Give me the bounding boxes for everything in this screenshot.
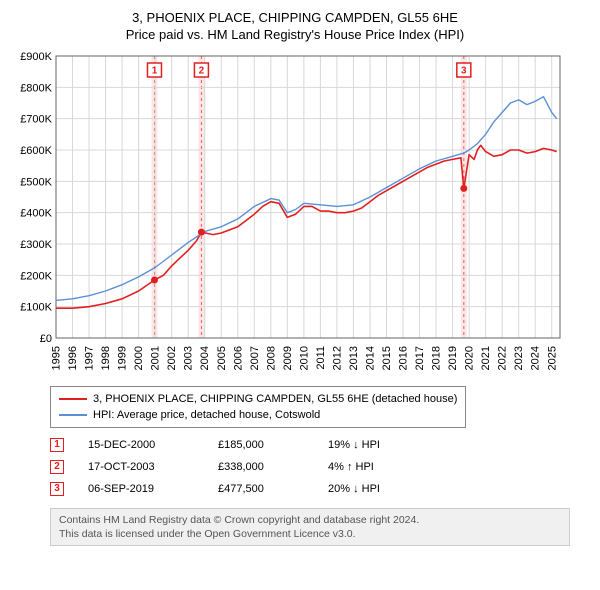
- svg-text:2012: 2012: [331, 346, 343, 370]
- svg-text:2001: 2001: [150, 346, 162, 370]
- chart-container: £0 £100K £200K £300K £400K £500K £600K £700K £80…: [10, 50, 580, 380]
- chart-title-block: 3, PHOENIX PLACE, CHIPPING CAMPDEN, GL55…: [10, 10, 580, 42]
- event-date: 17-OCT-2003: [88, 456, 218, 478]
- svg-text:£600K: £600K: [20, 145, 52, 157]
- svg-text:1998: 1998: [100, 346, 112, 370]
- legend-item: 3, PHOENIX PLACE, CHIPPING CAMPDEN, GL55…: [59, 391, 457, 407]
- event-marker-icon: 2: [50, 460, 64, 474]
- svg-text:2007: 2007: [249, 346, 261, 370]
- svg-text:2015: 2015: [381, 346, 393, 370]
- svg-text:2011: 2011: [315, 346, 327, 370]
- svg-text:2008: 2008: [265, 346, 277, 370]
- legend-item: HPI: Average price, detached house, Cots…: [59, 407, 457, 423]
- event-price: £338,000: [218, 456, 328, 478]
- svg-text:£900K: £900K: [20, 51, 52, 63]
- svg-text:2019: 2019: [447, 346, 459, 370]
- attribution-line: This data is licensed under the Open Gov…: [59, 527, 561, 541]
- svg-text:2025: 2025: [546, 346, 558, 370]
- svg-text:2010: 2010: [298, 346, 310, 370]
- svg-text:2023: 2023: [513, 346, 525, 370]
- legend-swatch: [59, 414, 87, 416]
- legend-label: 3, PHOENIX PLACE, CHIPPING CAMPDEN, GL55…: [93, 391, 457, 407]
- svg-text:£0: £0: [40, 333, 52, 345]
- svg-text:£200K: £200K: [20, 270, 52, 282]
- svg-text:2003: 2003: [183, 346, 195, 370]
- event-diff: 19% ↓ HPI: [328, 434, 428, 456]
- line-chart: £0 £100K £200K £300K £400K £500K £600K £700K £80…: [10, 50, 570, 380]
- svg-text:2014: 2014: [364, 346, 376, 370]
- attribution-box: Contains HM Land Registry data © Crown c…: [50, 508, 570, 546]
- event-date: 06-SEP-2019: [88, 478, 218, 500]
- event-diff: 4% ↑ HPI: [328, 456, 428, 478]
- svg-text:2017: 2017: [414, 346, 426, 370]
- svg-text:2018: 2018: [431, 346, 443, 370]
- event-marker-icon: 3: [50, 482, 64, 496]
- attribution-line: Contains HM Land Registry data © Crown c…: [59, 513, 561, 527]
- svg-text:2004: 2004: [199, 346, 211, 370]
- event-price: £185,000: [218, 434, 328, 456]
- svg-text:1999: 1999: [117, 346, 129, 370]
- svg-text:£500K: £500K: [20, 176, 52, 188]
- svg-text:1: 1: [152, 66, 158, 77]
- event-diff: 20% ↓ HPI: [328, 478, 428, 500]
- svg-text:£700K: £700K: [20, 114, 52, 126]
- event-price: £477,500: [218, 478, 328, 500]
- legend-swatch: [59, 398, 87, 400]
- event-row: 3 06-SEP-2019 £477,500 20% ↓ HPI: [50, 478, 580, 500]
- title-line-1: 3, PHOENIX PLACE, CHIPPING CAMPDEN, GL55…: [10, 10, 580, 25]
- svg-text:2005: 2005: [216, 346, 228, 370]
- svg-text:2009: 2009: [282, 346, 294, 370]
- svg-text:£800K: £800K: [20, 82, 52, 94]
- svg-text:2006: 2006: [232, 346, 244, 370]
- svg-text:3: 3: [461, 66, 467, 77]
- svg-text:2: 2: [199, 66, 205, 77]
- svg-text:1996: 1996: [67, 346, 79, 370]
- event-marker-icon: 1: [50, 438, 64, 452]
- event-date: 15-DEC-2000: [88, 434, 218, 456]
- svg-text:1995: 1995: [51, 346, 63, 370]
- events-table: 1 15-DEC-2000 £185,000 19% ↓ HPI 2 17-OC…: [50, 434, 580, 500]
- svg-text:£300K: £300K: [20, 239, 52, 251]
- svg-text:1997: 1997: [84, 346, 96, 370]
- svg-text:2021: 2021: [480, 346, 492, 370]
- event-row: 2 17-OCT-2003 £338,000 4% ↑ HPI: [50, 456, 580, 478]
- svg-text:2022: 2022: [497, 346, 509, 370]
- title-line-2: Price paid vs. HM Land Registry's House …: [10, 27, 580, 42]
- svg-text:£100K: £100K: [20, 302, 52, 314]
- svg-text:2016: 2016: [398, 346, 410, 370]
- legend: 3, PHOENIX PLACE, CHIPPING CAMPDEN, GL55…: [50, 386, 466, 428]
- svg-text:2002: 2002: [166, 346, 178, 370]
- legend-label: HPI: Average price, detached house, Cots…: [93, 407, 320, 423]
- svg-text:2020: 2020: [464, 346, 476, 370]
- svg-text:2000: 2000: [133, 346, 145, 370]
- svg-text:£400K: £400K: [20, 208, 52, 220]
- svg-text:2024: 2024: [530, 346, 542, 370]
- svg-text:2013: 2013: [348, 346, 360, 370]
- event-row: 1 15-DEC-2000 £185,000 19% ↓ HPI: [50, 434, 580, 456]
